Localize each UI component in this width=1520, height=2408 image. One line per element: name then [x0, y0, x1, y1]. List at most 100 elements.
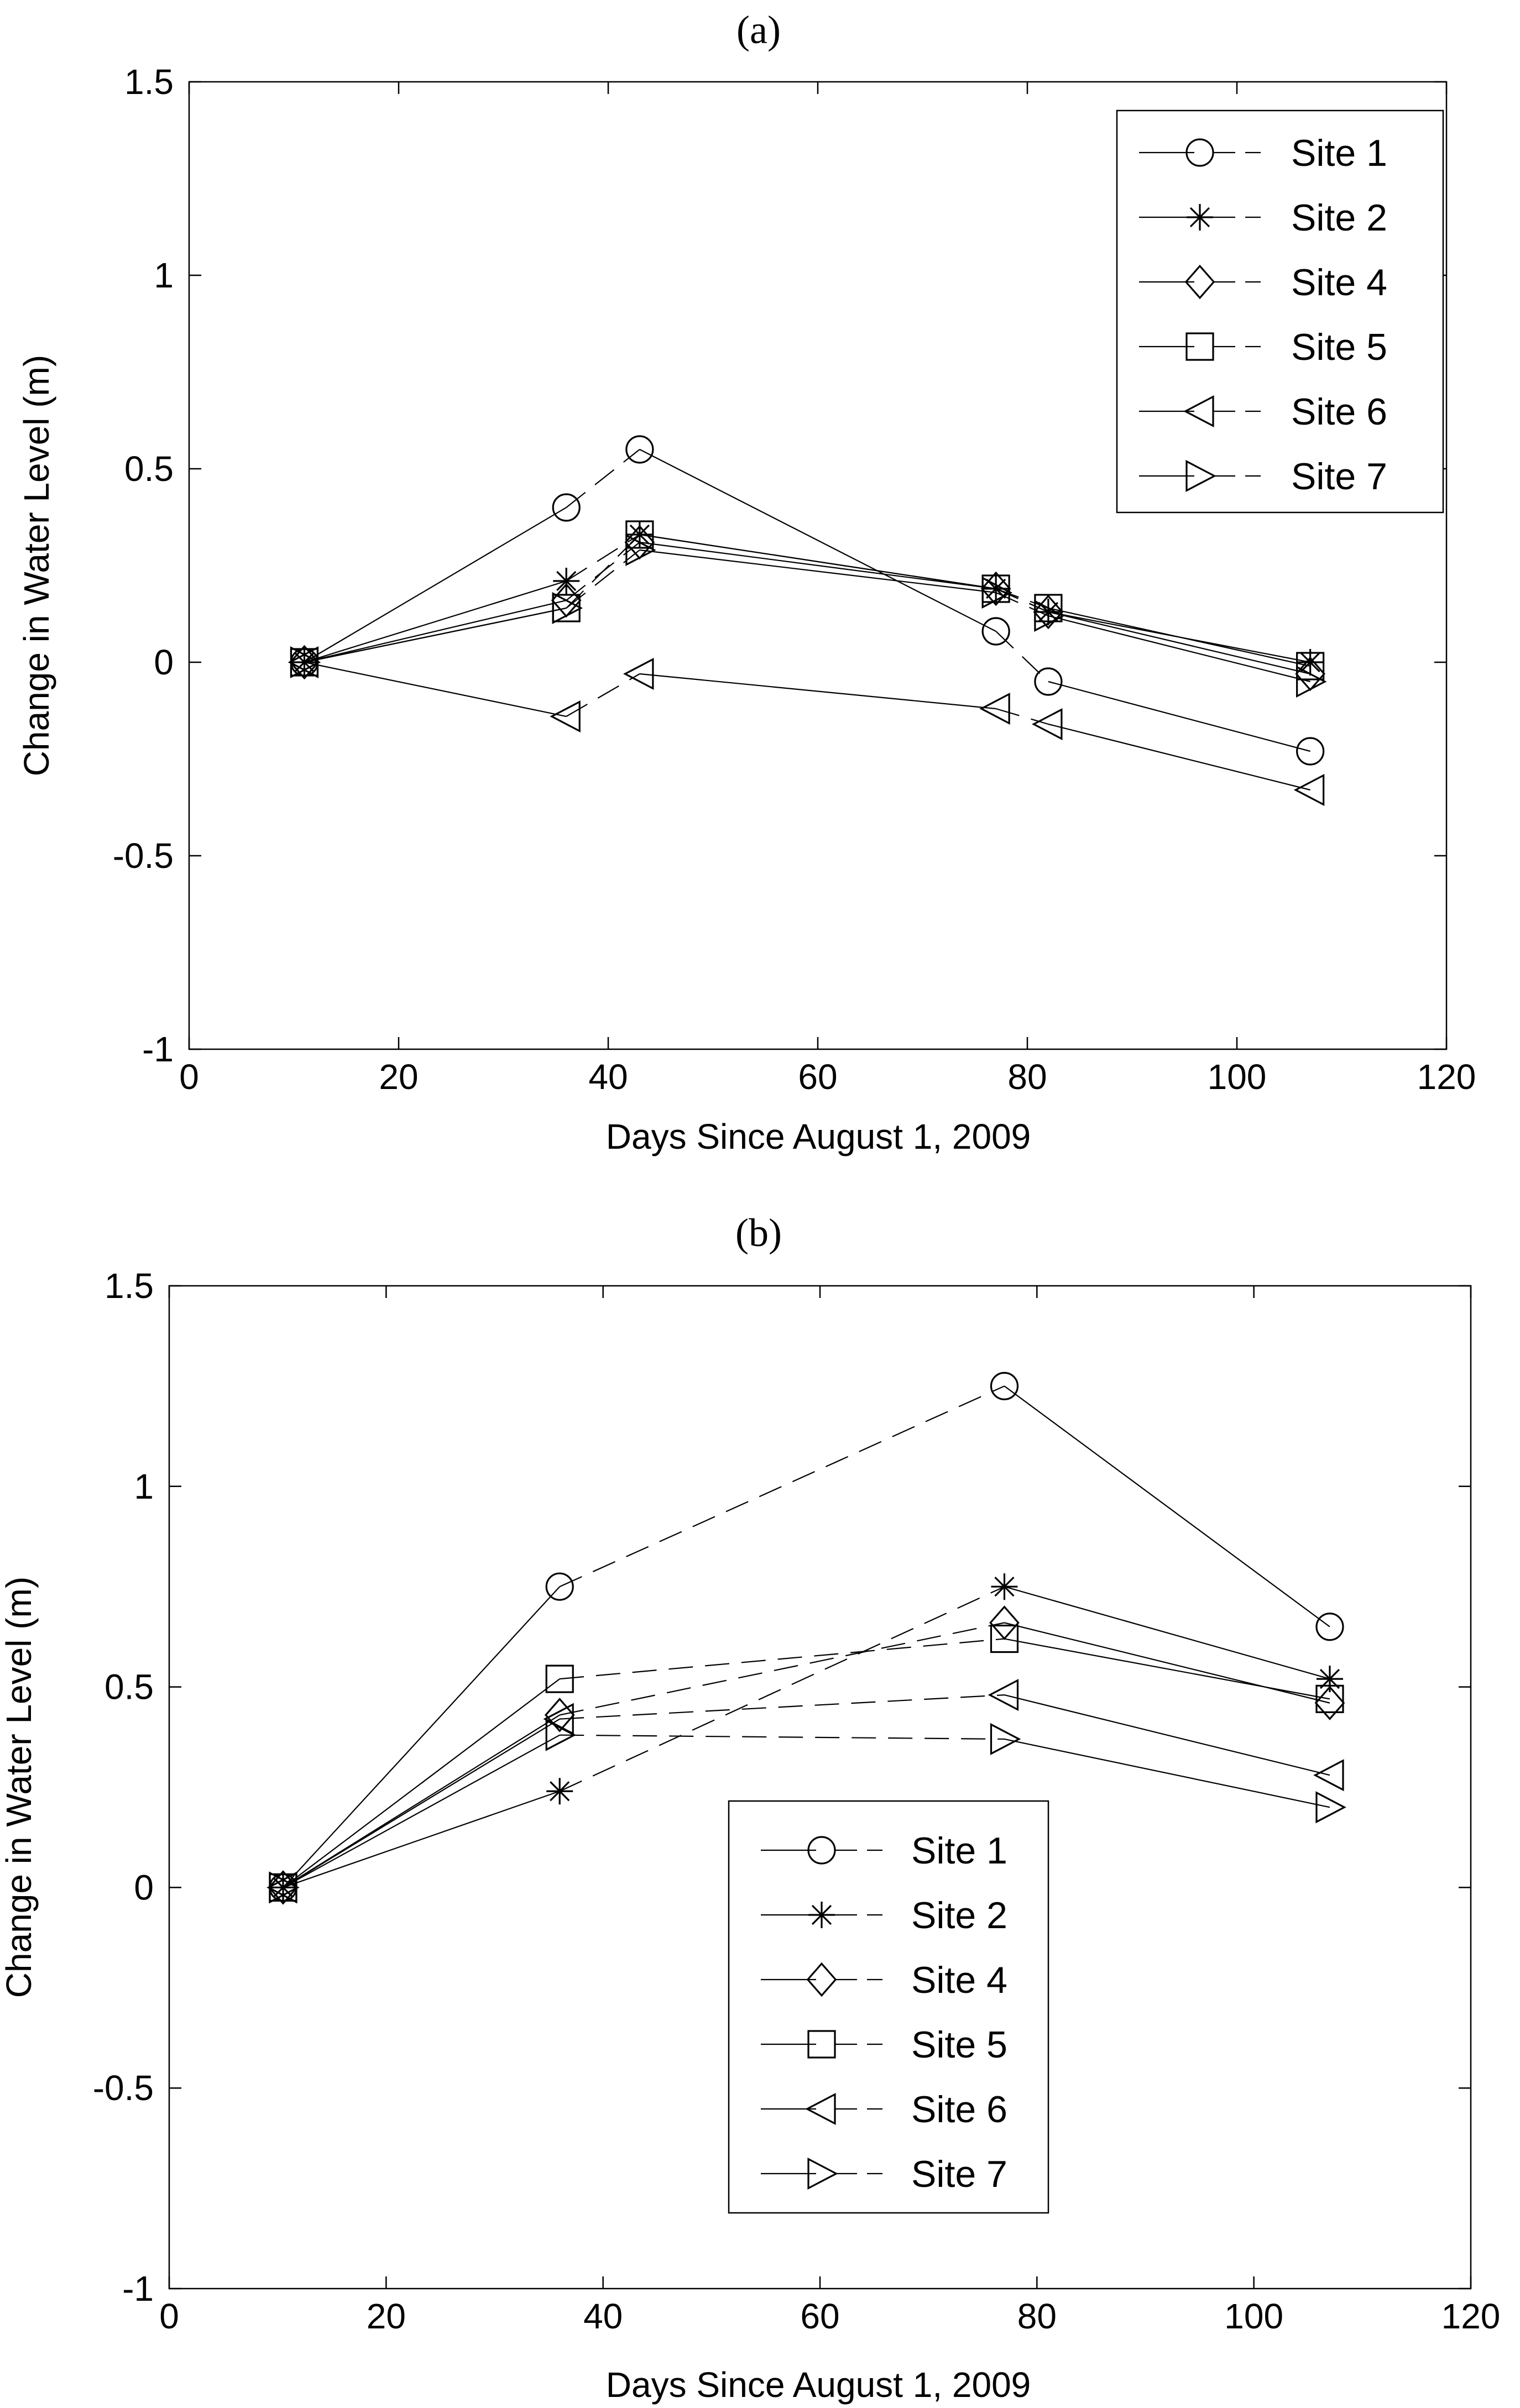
legend-marker [1187, 204, 1213, 231]
data-point [990, 1723, 1021, 1755]
legend-marker [807, 2030, 836, 2059]
series-site-5 [290, 520, 1325, 680]
data-point [545, 1719, 577, 1751]
data-point [989, 1605, 1020, 1640]
x-tick-label: 120 [1441, 2296, 1501, 2336]
chart-a-xlabel: Days Since August 1, 2009 [606, 1117, 1031, 1156]
series-line-segment [304, 580, 567, 663]
series-line-segment [283, 1791, 560, 1888]
series-line-segment [559, 1586, 1005, 1792]
legend-box [728, 1800, 1049, 2214]
series-line-segment [304, 661, 567, 718]
legend-entry-label: Site 5 [1291, 326, 1387, 368]
series-line-segment [995, 631, 1049, 682]
y-tick-label: 1.5 [105, 1266, 154, 1306]
x-tick-label: 60 [798, 1057, 837, 1097]
series-line-segment [283, 1734, 560, 1888]
legend-marker [805, 2092, 836, 2126]
series-line-segment [560, 1734, 1005, 1740]
series-line-segment [1004, 1694, 1330, 1776]
data-point [625, 533, 656, 567]
data-point [1315, 1791, 1346, 1824]
series-site-7 [290, 533, 1327, 698]
series-line-segment [566, 449, 640, 508]
legend-entry-label: Site 7 [911, 2153, 1007, 2195]
series-site-2 [291, 521, 1324, 676]
series-site-2 [269, 1573, 1343, 1901]
data-point [552, 591, 583, 625]
legend-entry-label: Site 2 [911, 1894, 1007, 1936]
series-line-segment [995, 708, 1049, 725]
legend-marker [807, 1836, 836, 1865]
x-tick-label: 100 [1224, 2296, 1283, 2336]
series-line-segment [1004, 1638, 1330, 1700]
legend-entry-label: Site 6 [1291, 391, 1387, 433]
data-point [545, 1664, 574, 1693]
series-line-segment [304, 599, 567, 663]
chart-a: (a) 0 20 40 60 80 100 120 -1 -0.5 0 0.5 1 1.5 Days Sin… [17, 8, 1476, 1156]
chart-a-title: (a) [737, 8, 781, 52]
y-tick-label: 1.5 [124, 62, 174, 102]
chart-b-legend: Site 1 Site 2 Site 4 Site 5 Site 6 Site 7 [728, 1800, 1049, 2214]
series-line-segment [283, 1586, 561, 1888]
legend-entry-label: Site 5 [911, 2024, 1007, 2066]
data-point [1313, 1759, 1344, 1792]
data-point [625, 435, 654, 464]
series-site-1 [290, 435, 1325, 766]
series-line-segment [1048, 611, 1310, 675]
chart-a-ylabel: Change in Water Level (m) [17, 355, 56, 776]
series-line-segment [566, 549, 640, 609]
series-line-segment [283, 1678, 560, 1888]
series-line-segment [639, 541, 996, 590]
series-line-segment [304, 507, 567, 663]
legend-entry-label: Site 6 [911, 2088, 1007, 2130]
series-line-segment [566, 534, 640, 609]
data-point [1315, 1684, 1344, 1713]
series-site-6 [288, 646, 1325, 807]
data-point [1297, 649, 1324, 676]
data-point [979, 692, 1010, 725]
series-line-segment [1004, 1385, 1330, 1627]
data-point [988, 1679, 1019, 1711]
legend-entry-label: Site 1 [911, 1830, 1007, 1872]
data-point [546, 1778, 573, 1805]
data-point [1315, 1613, 1344, 1641]
y-tick-label: -1 [142, 1029, 174, 1069]
x-tick-label: 20 [379, 1057, 418, 1097]
data-point [544, 1698, 575, 1732]
series-line-segment [639, 549, 996, 594]
data-point [981, 576, 1012, 609]
series-line-segment [304, 607, 567, 663]
x-tick-label: 20 [367, 2296, 406, 2336]
series-line-segment [639, 673, 996, 710]
series-line-segment [1048, 607, 1310, 667]
y-tick-label: 0.5 [105, 1667, 154, 1707]
data-point [290, 646, 321, 679]
series-site-4 [289, 525, 1325, 692]
series-line-segment [559, 1385, 1005, 1588]
data-point [552, 493, 581, 522]
data-point [269, 1874, 296, 1901]
series-line-segment [566, 534, 640, 582]
series-line-segment [639, 533, 996, 590]
x-tick-label: 0 [179, 1057, 199, 1097]
legend-entry-label: Site 2 [1291, 197, 1387, 239]
chart-b-xlabel: Days Since August 1, 2009 [606, 2365, 1031, 2405]
legend-marker [1185, 138, 1214, 167]
x-tick-label: 40 [583, 2296, 623, 2336]
x-tick-label: 120 [1417, 1057, 1476, 1097]
series-line-segment [559, 1622, 1005, 1716]
series-line-segment [639, 449, 996, 632]
legend-entry-label: Site 4 [911, 1959, 1007, 2001]
x-tick-label: 100 [1208, 1057, 1267, 1097]
data-point [545, 1572, 574, 1601]
legend-entry-label: Site 4 [1291, 261, 1387, 303]
data-point [1296, 737, 1325, 766]
series-line-segment [1048, 723, 1310, 791]
y-tick-label: 1 [134, 1467, 154, 1506]
legend-marker [806, 1962, 837, 1997]
data-point [990, 1371, 1019, 1400]
y-tick-label: -0.5 [113, 836, 174, 876]
data-point [553, 568, 580, 594]
legend-marker [1183, 395, 1214, 428]
